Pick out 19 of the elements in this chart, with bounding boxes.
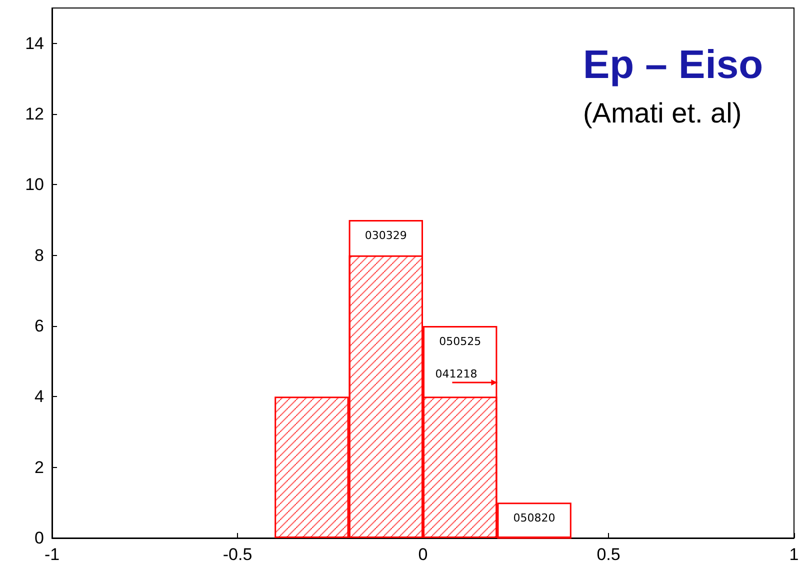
x-tick-label: -1 (44, 545, 60, 564)
x-tick-label: 1 (789, 545, 799, 564)
annotation: 050820 (513, 512, 556, 525)
annotation: 050525 (439, 335, 482, 348)
y-tick-label: 4 (34, 387, 44, 406)
y-tick-label: 10 (25, 175, 44, 194)
y-tick-label: 6 (34, 316, 44, 336)
x-tick-label: 0.5 (596, 545, 620, 564)
y-tick-label: 2 (34, 458, 44, 477)
y-tick-label: 12 (25, 104, 44, 124)
text: (Amati et. al) (582, 98, 742, 128)
annotation: 030329 (364, 229, 407, 242)
annotation: 041218 (435, 368, 478, 381)
y-tick-label: 14 (25, 34, 44, 53)
x-tick-label: -0.5 (222, 545, 252, 564)
y-tick-label: 0 (34, 528, 44, 548)
x-tick-label: 0 (418, 545, 428, 564)
text: Ep – Eiso (582, 43, 764, 87)
y-tick-label: 8 (34, 246, 44, 265)
